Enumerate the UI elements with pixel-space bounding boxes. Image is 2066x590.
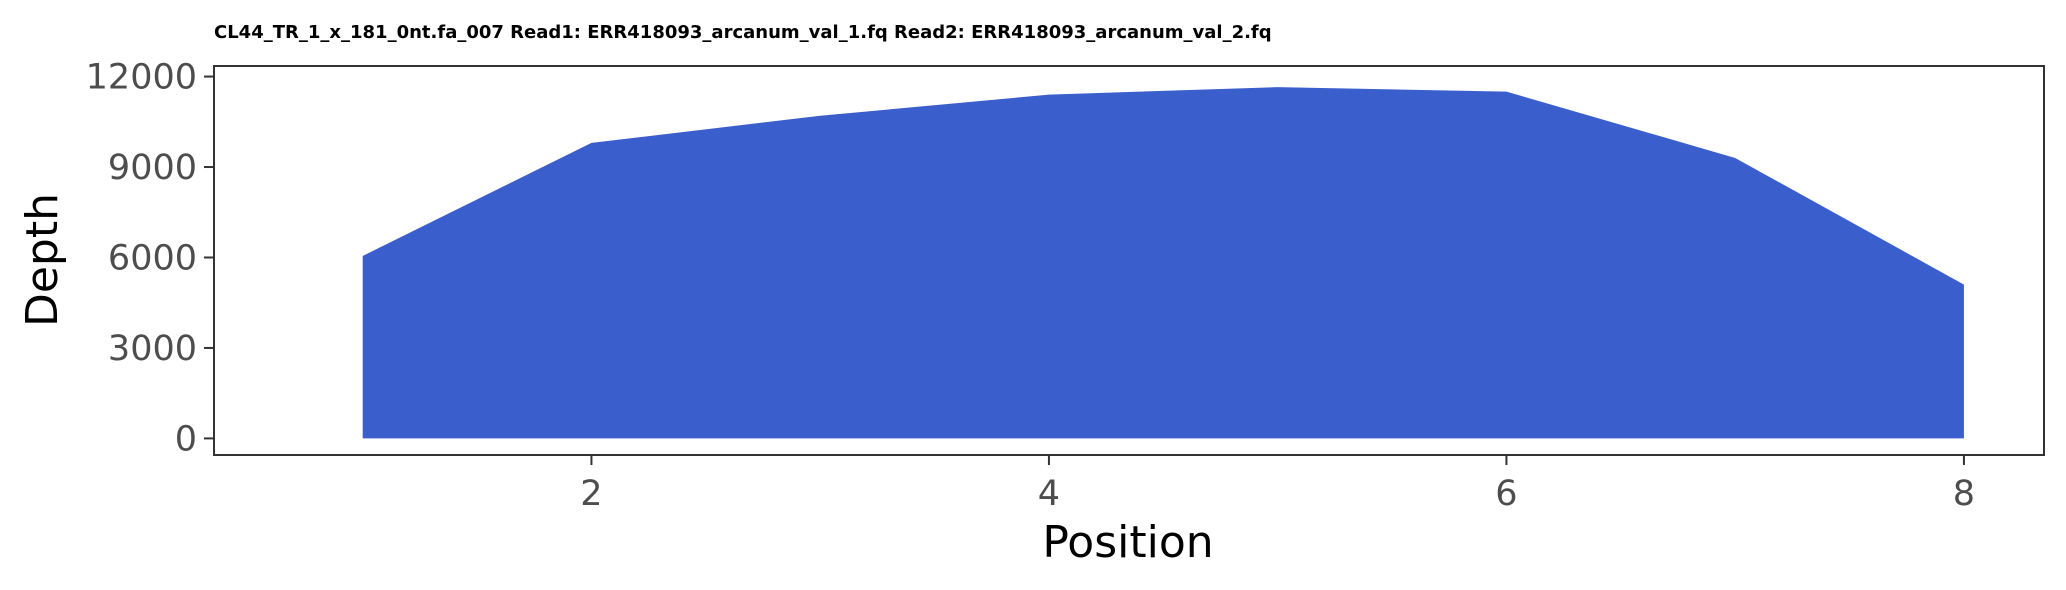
x-tick-label: 6 xyxy=(1495,474,1517,514)
x-axis: 2 4 6 8 xyxy=(580,455,1975,514)
plot-panel xyxy=(213,65,2045,456)
y-axis: 0 3000 6000 9000 12000 xyxy=(86,58,214,459)
depth-area xyxy=(362,87,1964,439)
y-tick-label: 0 xyxy=(175,419,197,459)
x-tick-label: 4 xyxy=(1038,474,1060,514)
y-tick-label: 6000 xyxy=(108,238,197,278)
x-tick-label: 2 xyxy=(580,474,602,514)
x-axis-title: Position xyxy=(1042,517,1213,568)
y-tick-label: 12000 xyxy=(86,58,197,98)
y-axis-title: Depth xyxy=(17,193,68,327)
chart-title: CL44_TR_1_x_181_0nt.fa_007 Read1: ERR418… xyxy=(214,22,1272,43)
x-tick-label: 8 xyxy=(1953,474,1975,514)
y-tick-label: 9000 xyxy=(108,148,197,188)
y-tick-label: 3000 xyxy=(108,329,197,369)
plot-border xyxy=(213,65,2045,456)
